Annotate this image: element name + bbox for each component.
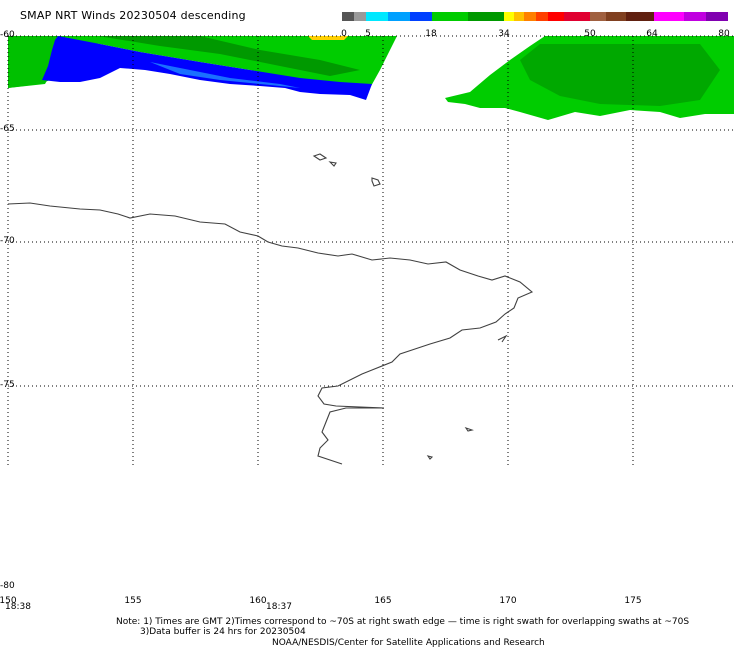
lon-label-150: 150 xyxy=(0,596,17,606)
cb-swatch-13 xyxy=(590,12,606,21)
swath-time-left: 18:38 xyxy=(5,602,31,612)
cb-swatch-18 xyxy=(706,12,728,21)
lat-label-80: -80 xyxy=(0,581,15,591)
cb-swatch-16 xyxy=(654,12,684,21)
cb-swatch-0 xyxy=(342,12,354,21)
wind-region-blue xyxy=(42,36,372,100)
swath-time-right: 18:37 xyxy=(266,602,292,612)
colorbar-label-80: 80 xyxy=(718,29,730,39)
lat-label-60: -60 xyxy=(0,30,15,40)
cb-swatch-12 xyxy=(564,12,590,21)
cb-swatch-14 xyxy=(606,12,626,21)
colorbar-label-0: 0 xyxy=(341,29,347,39)
lon-label-160: 160 xyxy=(249,596,267,606)
note-line-2: 3)Data buffer is 24 hrs for 20230504 xyxy=(140,627,306,637)
lon-label-165: 165 xyxy=(374,596,392,606)
lat-label-75: -75 xyxy=(0,380,15,390)
graticule xyxy=(7,35,734,465)
colorbar-label-5: 5 xyxy=(365,29,371,39)
cb-swatch-5 xyxy=(432,12,468,21)
colorbar-label-50: 50 xyxy=(584,29,596,39)
map-title: SMAP NRT Winds 20230504 descending xyxy=(20,9,246,22)
cb-swatch-4 xyxy=(410,12,432,21)
wind-region-green-left xyxy=(8,36,397,88)
cb-swatch-2 xyxy=(366,12,388,21)
cb-swatch-6 xyxy=(468,12,504,21)
lat-label-65: -65 xyxy=(0,124,15,134)
lon-label-175: 175 xyxy=(624,596,642,606)
lat-label-70: -70 xyxy=(0,236,15,246)
cb-swatch-17 xyxy=(684,12,706,21)
colorbar-label-18: 18 xyxy=(425,29,437,39)
wind-swath-left xyxy=(8,36,397,100)
cb-swatch-1 xyxy=(354,12,366,21)
wind-region-yellow xyxy=(308,36,348,40)
cb-swatch-11 xyxy=(548,12,564,21)
wind-speed-colorbar: 0 5 18 34 50 64 80 xyxy=(341,7,732,39)
note-line-3: NOAA/NESDIS/Center for Satellite Applica… xyxy=(272,638,545,648)
lon-label-155: 155 xyxy=(124,596,142,606)
cb-swatch-7 xyxy=(504,12,514,21)
lon-label-170: 170 xyxy=(499,596,517,606)
wind-region-mid-green-right xyxy=(520,44,720,106)
cb-swatch-3 xyxy=(388,12,410,21)
cb-swatch-10 xyxy=(536,12,548,21)
colorbar-label-34: 34 xyxy=(498,29,510,39)
colorbar-swatches xyxy=(342,12,728,21)
colorbar-label-64: 64 xyxy=(646,29,658,39)
wind-swath-right xyxy=(445,36,734,120)
wind-region-light-blue xyxy=(150,62,300,88)
cb-swatch-8 xyxy=(514,12,524,21)
wind-region-dark-green xyxy=(98,36,360,76)
cb-swatch-15 xyxy=(626,12,654,21)
antarctic-coastline xyxy=(7,153,534,465)
cb-swatch-9 xyxy=(524,12,536,21)
note-line-1: Note: 1) Times are GMT 2)Times correspon… xyxy=(116,617,690,627)
